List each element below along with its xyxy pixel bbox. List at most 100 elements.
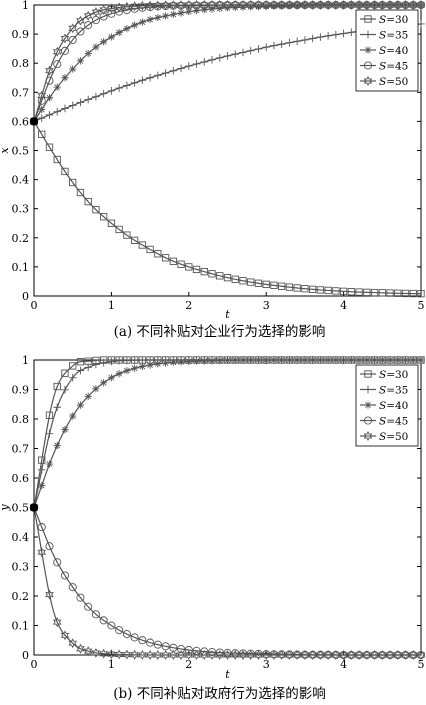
data-point [177, 64, 185, 73]
data-point [316, 286, 325, 294]
data-point [385, 0, 395, 10]
data-point [408, 650, 418, 660]
series-line [33, 507, 421, 656]
legend-marker [364, 30, 372, 39]
legend-marker [363, 61, 373, 70]
data-point [176, 650, 186, 660]
data-point [285, 356, 294, 364]
data-point [339, 29, 348, 38]
data-point [83, 646, 93, 657]
data-point [308, 0, 317, 10]
data-point [192, 0, 201, 10]
data-point [362, 0, 372, 10]
data-point [378, 356, 386, 364]
legend-label: S=35 [379, 384, 408, 396]
data-point [138, 76, 147, 85]
x-axis-label: t [225, 308, 230, 321]
data-point [254, 356, 263, 364]
data-point [53, 558, 62, 567]
data-point [99, 89, 108, 98]
data-point [138, 241, 147, 249]
data-point [76, 358, 85, 366]
data-point [53, 441, 61, 450]
data-point [215, 650, 225, 660]
data-point [363, 356, 371, 364]
data-point [115, 370, 123, 378]
data-point [107, 649, 116, 660]
data-point [370, 288, 379, 297]
data-point [161, 650, 170, 660]
y-axis-label: x [0, 147, 11, 154]
data-point [185, 8, 193, 16]
data-point [285, 38, 294, 47]
y-tick-label: 0.3 [12, 561, 30, 574]
data-point [262, 2, 270, 11]
data-point [130, 356, 139, 364]
data-point [177, 644, 186, 654]
data-point [154, 250, 162, 258]
series-line [33, 121, 422, 295]
data-point [76, 57, 85, 65]
data-point [146, 245, 154, 254]
data-point [61, 386, 69, 394]
x-tick-label: 5 [418, 299, 425, 312]
series-s-30 [30, 117, 425, 298]
data-point [76, 27, 85, 36]
data-point [69, 65, 77, 73]
data-point [292, 650, 302, 660]
data-point [223, 650, 232, 660]
data-point [331, 650, 341, 660]
data-point [192, 650, 201, 660]
data-point [308, 285, 317, 294]
data-point [130, 633, 139, 642]
legend-label: S=35 [379, 29, 408, 41]
data-point [53, 403, 62, 412]
legend-entry: S=35 [360, 29, 408, 41]
data-point [68, 373, 77, 382]
y-tick-label: 0.7 [12, 443, 30, 456]
data-point [84, 95, 92, 104]
legend-entry: S=45 [360, 60, 408, 72]
data-point [161, 0, 170, 11]
data-point [270, 41, 278, 50]
data-point [122, 1, 132, 12]
data-point [223, 356, 232, 364]
data-point [293, 2, 301, 10]
x-tick-label: 0 [31, 299, 38, 312]
data-point [68, 583, 77, 592]
data-point [60, 46, 70, 55]
y-tick-label: 0.6 [12, 115, 30, 128]
data-point [38, 130, 46, 138]
data-point [60, 571, 70, 580]
x-tick-label: 3 [263, 658, 270, 671]
series-line [33, 507, 421, 656]
legend-entry: S=30 [360, 369, 408, 381]
data-point [76, 643, 85, 654]
data-point [393, 650, 403, 660]
data-point [316, 356, 324, 364]
data-point [61, 369, 69, 377]
legend-label: S=30 [379, 14, 408, 26]
data-point [38, 456, 46, 464]
data-point [45, 429, 54, 438]
data-point [324, 32, 332, 40]
data-point [246, 46, 255, 55]
data-point [339, 287, 348, 295]
data-point [378, 289, 386, 297]
data-point [207, 0, 217, 10]
data-point [223, 52, 232, 60]
legend-label: S=40 [379, 45, 408, 57]
data-point [347, 28, 356, 37]
data-point [100, 213, 108, 221]
data-point [84, 363, 92, 372]
data-point [293, 37, 301, 46]
data-point [45, 542, 54, 551]
data-point [69, 362, 77, 370]
data-point [230, 0, 240, 10]
data-point [331, 0, 341, 10]
data-point [145, 0, 155, 11]
data-point [107, 374, 115, 382]
data-point [76, 593, 85, 602]
data-point [131, 21, 139, 29]
